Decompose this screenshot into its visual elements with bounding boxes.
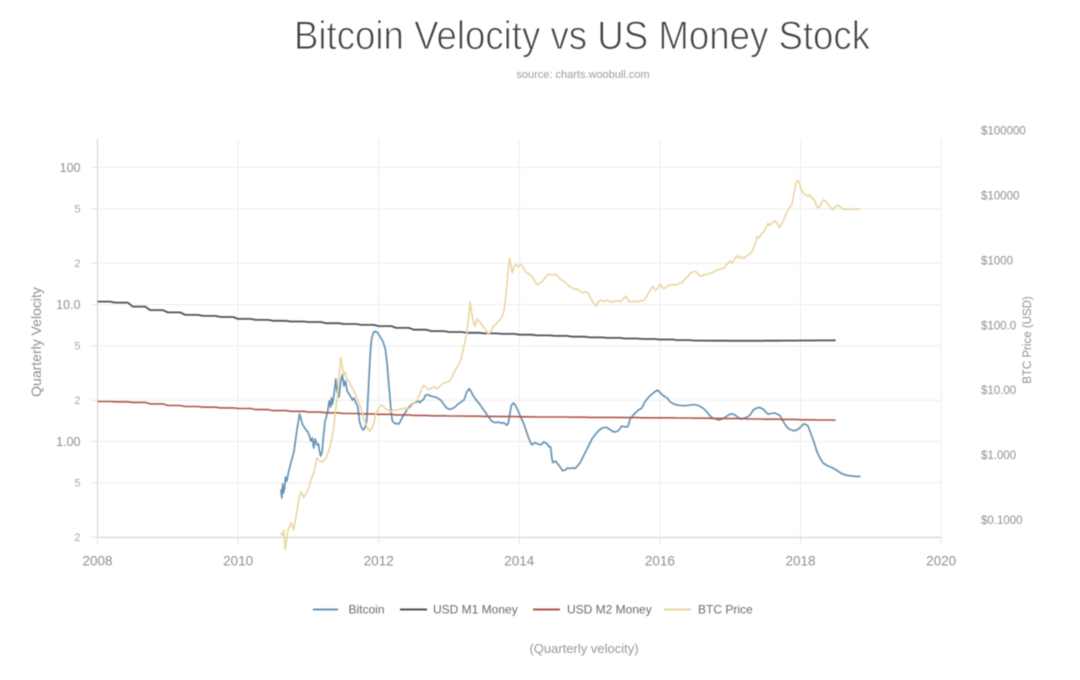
svg-text:BTC Price: BTC Price: [698, 603, 753, 617]
svg-text:$100.0: $100.0: [981, 320, 1016, 332]
svg-text:Bitcoin: Bitcoin: [349, 603, 385, 617]
svg-text:source: charts.woobull.com: source: charts.woobull.com: [516, 69, 649, 81]
svg-text:BTC Price (USD): BTC Price (USD): [1022, 296, 1034, 384]
svg-text:2014: 2014: [504, 554, 535, 569]
svg-text:5: 5: [74, 341, 80, 353]
svg-text:2012: 2012: [364, 554, 394, 569]
svg-text:USD M1 Money: USD M1 Money: [433, 603, 518, 617]
svg-text:5: 5: [74, 204, 80, 216]
svg-text:Quarterly Velocity: Quarterly Velocity: [28, 287, 44, 397]
svg-text:2: 2: [74, 258, 80, 270]
svg-text:$10000: $10000: [981, 191, 1019, 203]
svg-text:2008: 2008: [82, 554, 112, 569]
svg-text:2: 2: [74, 395, 80, 407]
svg-text:$10.00: $10.00: [981, 385, 1016, 397]
svg-text:$100000: $100000: [981, 126, 1026, 138]
svg-text:Bitcoin Velocity vs US Money S: Bitcoin Velocity vs US Money Stock: [294, 14, 871, 59]
svg-text:$0.1000: $0.1000: [981, 515, 1023, 527]
svg-text:$1.000: $1.000: [981, 450, 1016, 462]
svg-text:2018: 2018: [785, 554, 815, 569]
svg-text:(Quarterly velocity): (Quarterly velocity): [529, 641, 638, 656]
svg-text:2: 2: [74, 532, 80, 544]
svg-text:1.00: 1.00: [56, 435, 80, 449]
svg-text:5: 5: [74, 478, 80, 490]
svg-text:10.0: 10.0: [56, 298, 80, 312]
svg-text:100: 100: [60, 161, 81, 175]
svg-text:2016: 2016: [645, 554, 675, 569]
svg-text:2010: 2010: [223, 554, 253, 569]
svg-text:2020: 2020: [926, 554, 956, 569]
svg-text:USD M2 Money: USD M2 Money: [567, 603, 652, 617]
svg-text:$1000: $1000: [981, 256, 1013, 268]
